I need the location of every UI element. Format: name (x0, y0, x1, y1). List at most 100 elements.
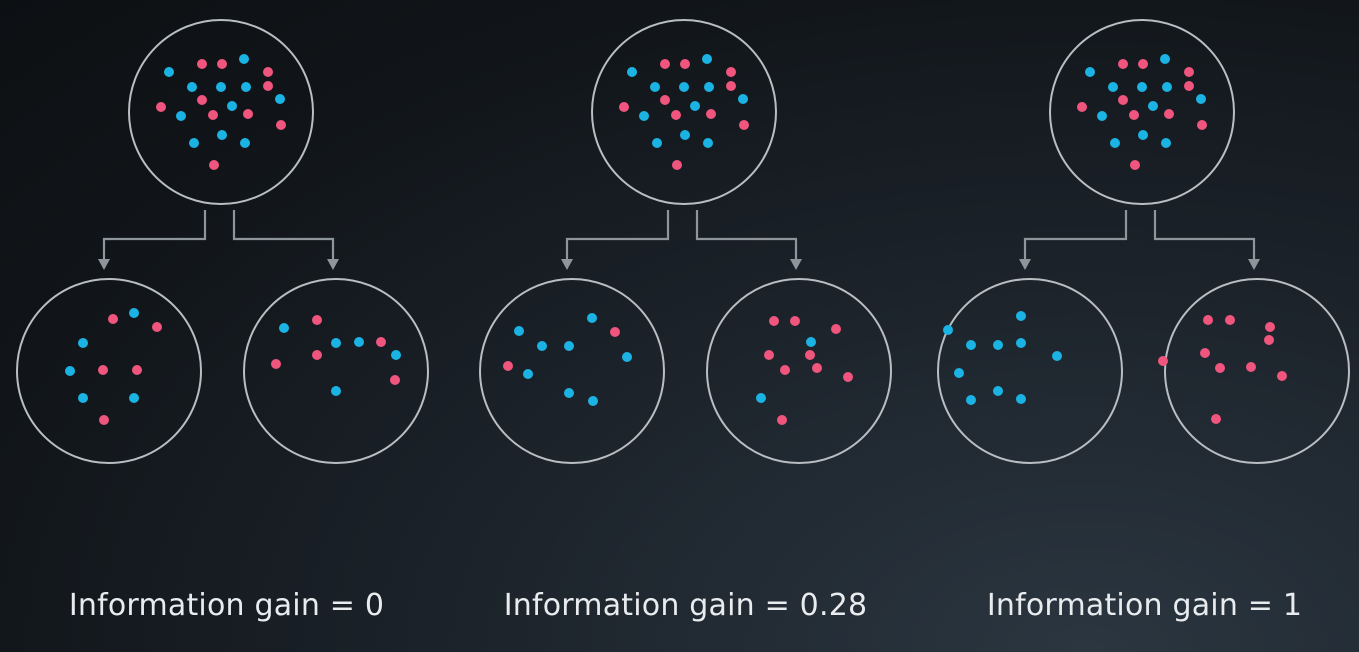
parent-point-pink (263, 67, 273, 77)
left-child-point-pink (98, 365, 108, 375)
left-child-point-blue (993, 386, 1003, 396)
parent-point-blue (1085, 67, 1095, 77)
parent-point-blue (652, 138, 662, 148)
parent-point-pink (208, 110, 218, 120)
left-branch-connector (102, 210, 207, 262)
parent-points (156, 54, 286, 170)
right-child-point-blue (354, 337, 364, 347)
split-structure (16, 19, 429, 464)
parent-point-pink (1138, 59, 1148, 69)
right-branch-connector (232, 210, 335, 262)
parent-point-blue (690, 101, 700, 111)
parent-point-pink (1184, 67, 1194, 77)
right-child-point-pink (1203, 315, 1213, 325)
parent-point-pink (197, 95, 207, 105)
parent-point-pink (209, 160, 219, 170)
parent-point-blue (216, 82, 226, 92)
left-child-point-blue (78, 338, 88, 348)
left-child-point-blue (1016, 338, 1026, 348)
left-child-point-blue (537, 341, 547, 351)
left-branch-connector (1023, 210, 1128, 262)
parent-point-pink (1118, 59, 1128, 69)
right-child-points (271, 315, 401, 396)
left-child-point-blue (564, 388, 574, 398)
right-child-point-pink (1246, 362, 1256, 372)
left-child-point-blue (966, 395, 976, 405)
parent-point-blue (240, 138, 250, 148)
parent-point-blue (1110, 138, 1120, 148)
panel-0 (16, 19, 429, 464)
parent-point-blue (227, 101, 237, 111)
right-child-point-pink (843, 372, 853, 382)
right-child-point-pink (312, 350, 322, 360)
right-child-point-blue (391, 350, 401, 360)
parent-point-pink (660, 95, 670, 105)
parent-point-blue (680, 130, 690, 140)
parent-point-pink (672, 160, 682, 170)
panel-1 (479, 19, 892, 464)
right-child-point-pink (831, 324, 841, 334)
left-child-point-pink (152, 322, 162, 332)
parent-point-pink (660, 59, 670, 69)
parent-point-blue (1160, 54, 1170, 64)
parent-point-pink (243, 109, 253, 119)
parent-point-pink (197, 59, 207, 69)
left-arrowhead (1019, 259, 1031, 270)
parent-point-pink (680, 59, 690, 69)
left-child-point-blue (1052, 351, 1062, 361)
parent-node (591, 19, 777, 205)
right-child-point-pink (764, 350, 774, 360)
left-child-node (479, 278, 665, 464)
right-arrowhead (327, 259, 339, 270)
right-child-point-pink (1264, 335, 1274, 345)
left-child-point-blue (954, 368, 964, 378)
left-child-node (937, 278, 1123, 464)
parent-point-blue (1137, 82, 1147, 92)
parent-point-blue (187, 82, 197, 92)
left-child-points (503, 313, 632, 406)
parent-point-blue (639, 111, 649, 121)
parent-point-blue (1108, 82, 1118, 92)
parent-point-pink (619, 102, 629, 112)
left-arrowhead (98, 259, 110, 270)
right-child-point-blue (331, 338, 341, 348)
right-child-point-pink (1158, 356, 1168, 366)
panel-2 (937, 19, 1350, 464)
left-child-point-blue (943, 325, 953, 335)
parent-point-pink (726, 67, 736, 77)
right-child-point-pink (1277, 371, 1287, 381)
right-child-point-pink (780, 365, 790, 375)
caption-information-gain-0-28: Information gain = 0.28 (503, 588, 868, 623)
left-child-point-blue (622, 352, 632, 362)
parent-point-blue (702, 54, 712, 64)
parent-point-blue (738, 94, 748, 104)
right-branch-connector (695, 210, 798, 262)
parent-point-blue (627, 67, 637, 77)
parent-point-blue (703, 138, 713, 148)
left-child-node (16, 278, 202, 464)
parent-point-pink (739, 120, 749, 130)
parent-point-pink (276, 120, 286, 130)
left-child-point-blue (129, 393, 139, 403)
left-arrowhead (561, 259, 573, 270)
right-child-point-pink (812, 363, 822, 373)
right-child-point-blue (806, 337, 816, 347)
left-child-points (943, 311, 1062, 405)
parent-node (1049, 19, 1235, 205)
right-child-point-pink (376, 337, 386, 347)
parent-point-blue (1196, 94, 1206, 104)
right-child-point-pink (390, 375, 400, 385)
right-child-point-pink (1211, 414, 1221, 424)
left-child-point-pink (132, 365, 142, 375)
right-child-node (243, 278, 429, 464)
parent-point-pink (1077, 102, 1087, 112)
caption-information-gain-0: Information gain = 0 (68, 588, 385, 623)
left-branch-connector (565, 210, 670, 262)
parent-point-blue (1097, 111, 1107, 121)
parent-point-blue (239, 54, 249, 64)
right-child-point-pink (1265, 322, 1275, 332)
parent-point-blue (217, 130, 227, 140)
right-child-point-pink (777, 415, 787, 425)
left-child-point-blue (129, 308, 139, 318)
